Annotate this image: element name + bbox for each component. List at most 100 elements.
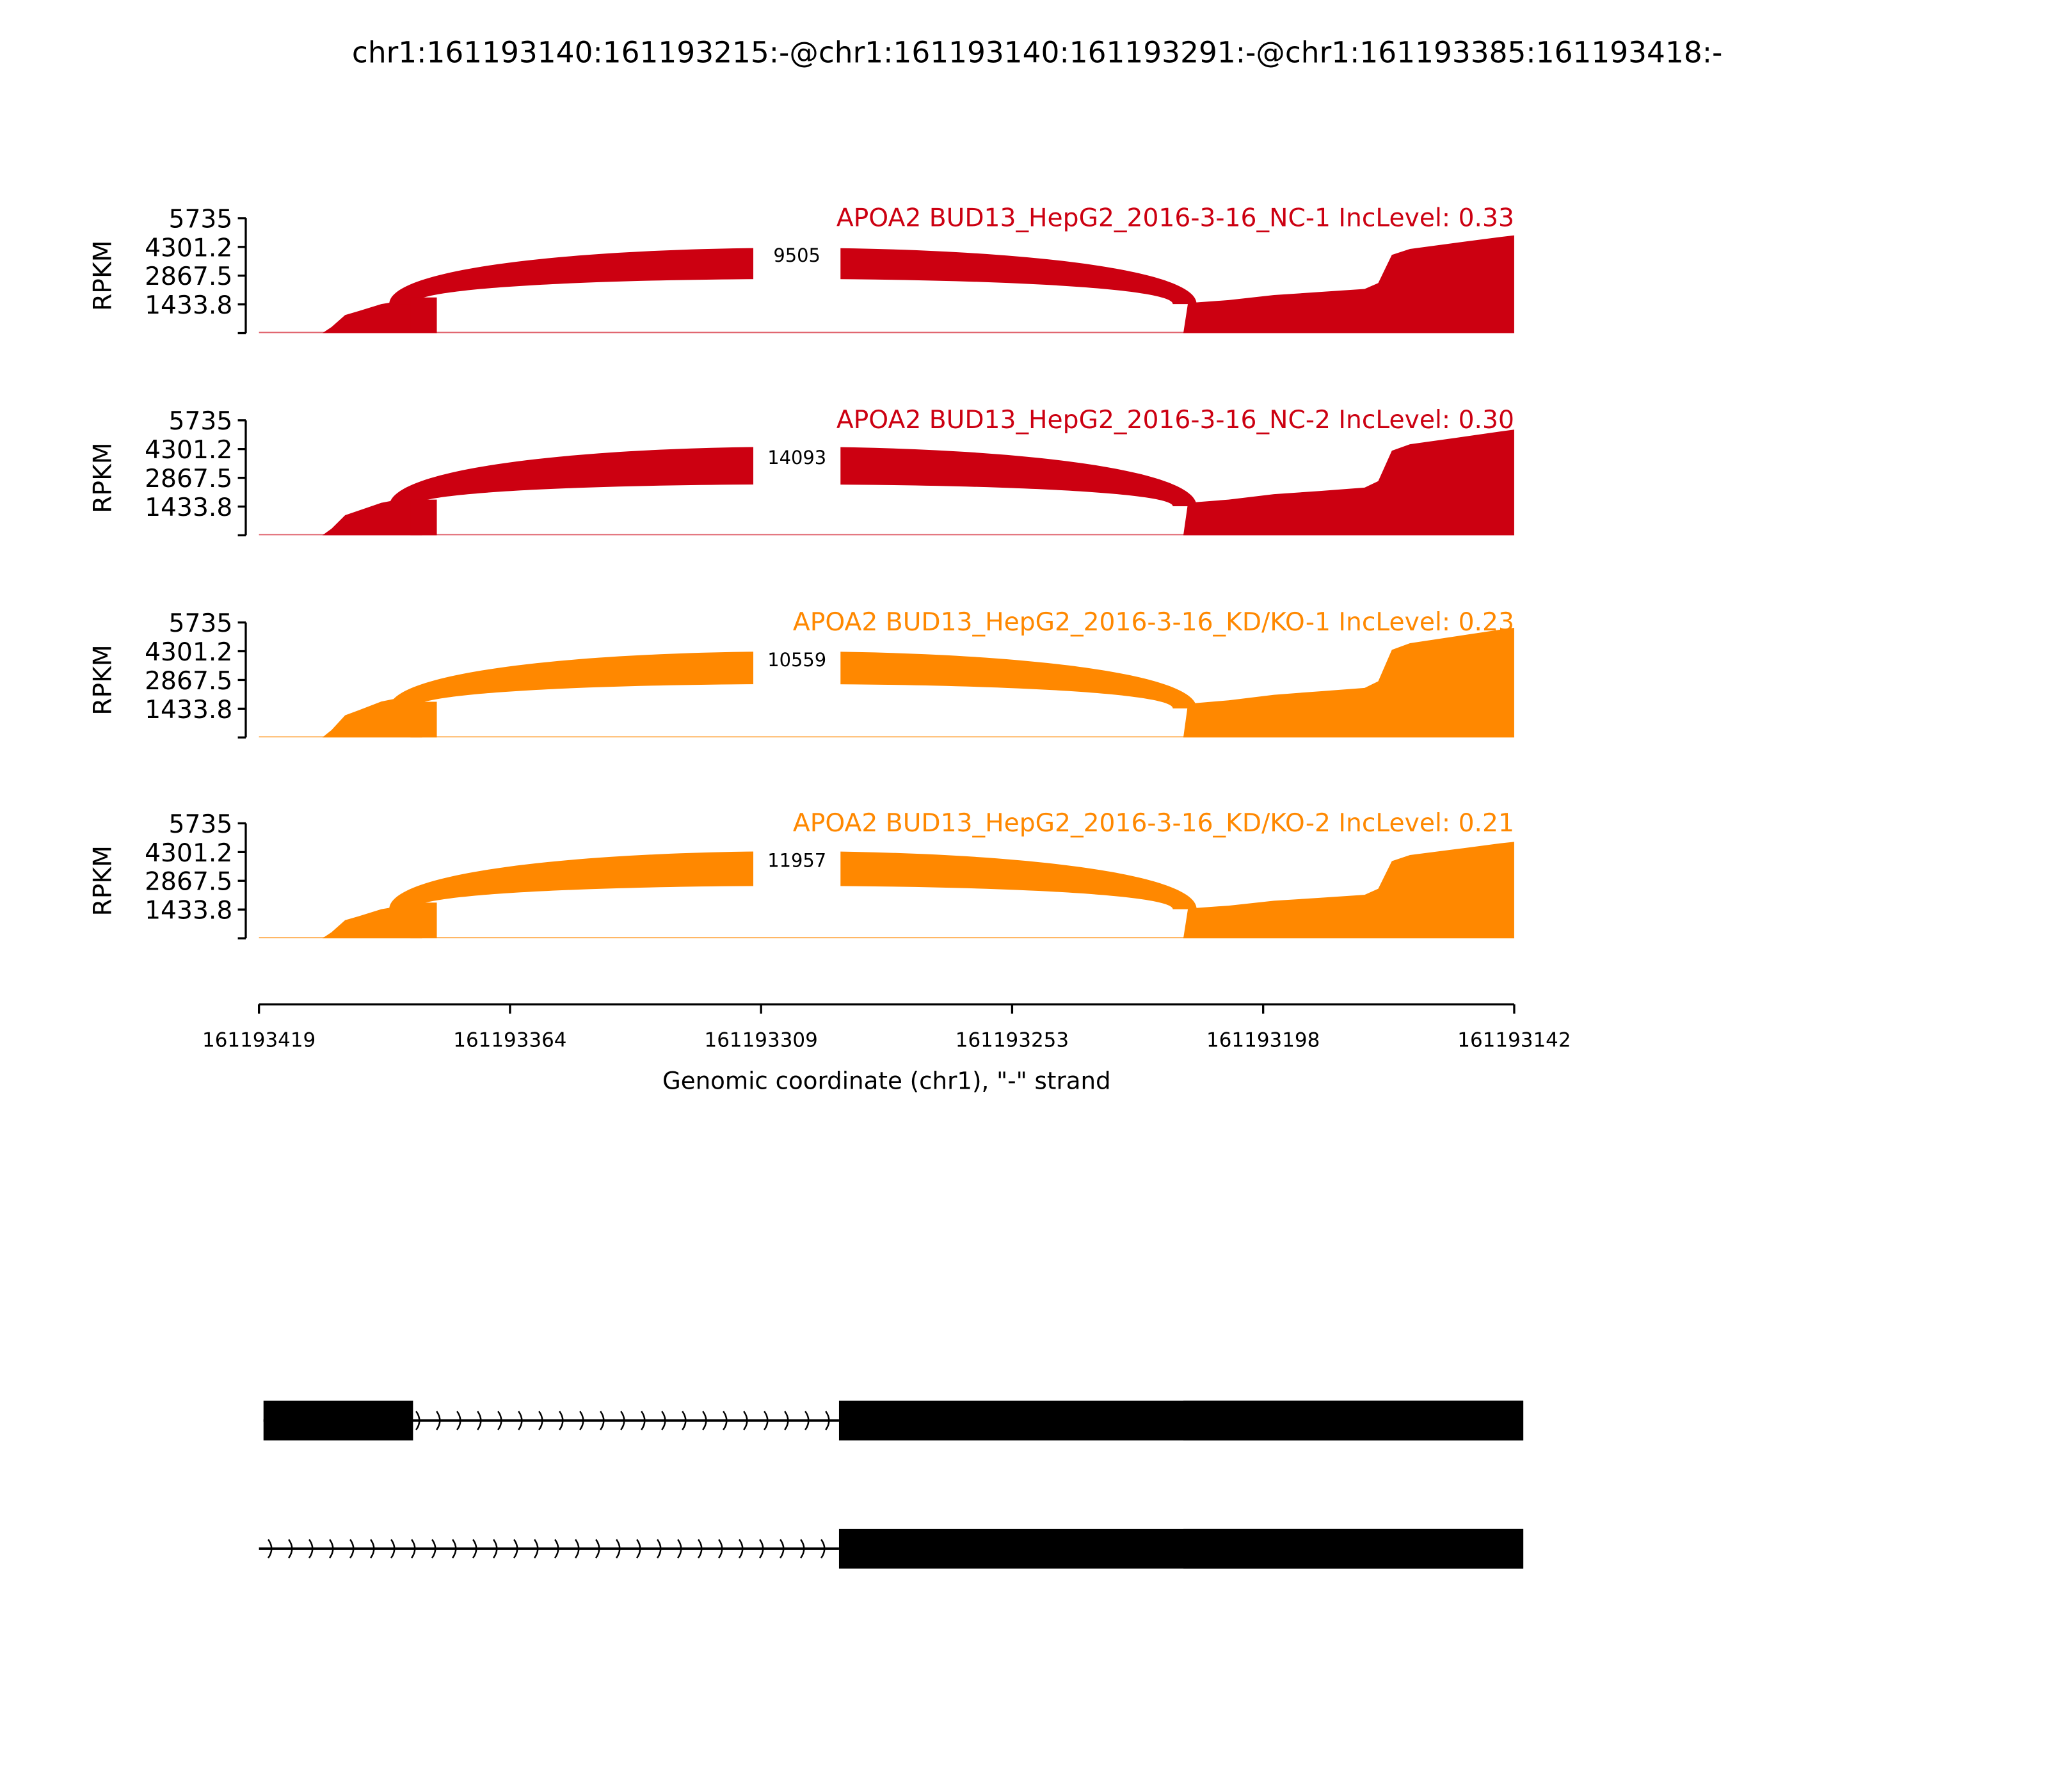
x-axis: 161193419 161193364 161193309 161193253 1611… <box>202 1003 1571 1052</box>
y-tick-label: 1433.8 <box>145 291 232 320</box>
strand-arrow-icon <box>641 1411 646 1430</box>
junction-anchor <box>410 499 437 536</box>
strand-arrow-icon <box>349 1539 355 1559</box>
transcript-1 <box>263 1400 1524 1441</box>
strand-arrow-icon <box>616 1539 621 1559</box>
junction-count: 14093 <box>767 447 826 468</box>
junction-anchor <box>410 902 437 939</box>
strand-arrow-icon <box>518 1411 523 1430</box>
y-tick-label: 5735 <box>169 407 233 436</box>
strand-arrow-icon <box>657 1539 662 1559</box>
strand-arrow-icon <box>702 1411 707 1430</box>
exon <box>263 1400 413 1441</box>
strand-arrow-icon <box>534 1539 539 1559</box>
coverage-area <box>259 235 1514 333</box>
sample-label: APOA2 BUD13_HepG2_2016-3-16_NC-2 IncLeve… <box>836 406 1514 435</box>
strand-arrow-icon <box>436 1411 441 1430</box>
y-axis-label: RPKM <box>88 845 117 916</box>
junction-count: 9505 <box>773 244 820 266</box>
y-axis-label: RPKM <box>88 442 117 513</box>
strand-arrow-icon <box>723 1411 728 1430</box>
junction-label-box <box>753 228 841 282</box>
strand-arrow-icon <box>288 1539 293 1559</box>
y-tick-label: 2867.5 <box>145 868 232 897</box>
y-tick-label: 4301.2 <box>145 436 232 465</box>
strand-arrow-icon <box>497 1411 502 1430</box>
junction-label-box <box>753 831 841 889</box>
y-tick-label: 1433.8 <box>145 493 232 522</box>
strand-arrow-icon <box>804 1411 810 1430</box>
y-tick-label: 1433.8 <box>145 696 232 724</box>
strand-arrow-icon <box>784 1411 789 1430</box>
sample-label: APOA2 BUD13_HepG2_2016-3-16_NC-1 IncLeve… <box>836 204 1514 232</box>
strand-arrow-icon <box>718 1539 723 1559</box>
strand-arrow-icon <box>308 1539 314 1559</box>
strand-arrow-icon <box>661 1411 666 1430</box>
x-tick-label: 161193364 <box>453 1028 566 1052</box>
coverage-area <box>259 842 1514 939</box>
strand-arrow-icon <box>759 1539 764 1559</box>
strand-arrow-icon <box>620 1411 625 1430</box>
y-tick-label: 2867.5 <box>145 465 232 493</box>
strand-arrow-icon <box>390 1539 396 1559</box>
strand-arrow-icon <box>698 1539 703 1559</box>
strand-arrow-icon <box>739 1539 744 1559</box>
sample-label: APOA2 BUD13_HepG2_2016-3-16_KD/KO-1 IncL… <box>793 608 1514 637</box>
y-tick-label: 4301.2 <box>145 839 232 868</box>
strand-arrow-icon <box>411 1539 416 1559</box>
strand-arrow-icon <box>370 1539 375 1559</box>
junction-anchor <box>410 297 437 333</box>
sample-label: APOA2 BUD13_HepG2_2016-3-16_KD/KO-2 IncL… <box>793 809 1514 838</box>
strand-arrow-icon <box>636 1539 641 1559</box>
transcript-2 <box>259 1528 1524 1569</box>
strand-arrow-icon <box>513 1539 518 1559</box>
strand-arrow-icon <box>575 1539 580 1559</box>
strand-arrow-icon <box>493 1539 498 1559</box>
strand-arrow-icon <box>559 1411 564 1430</box>
x-tick-label: 161193419 <box>202 1028 316 1052</box>
strand-arrow-icon <box>764 1411 769 1430</box>
x-tick-label: 161193253 <box>956 1028 1069 1052</box>
junction-label-box <box>753 427 841 488</box>
strand-arrow-icon <box>743 1411 748 1430</box>
strand-arrow-icon <box>329 1539 334 1559</box>
y-tick-label: 5735 <box>169 810 233 839</box>
junction-count: 10559 <box>767 649 826 671</box>
x-tick-label: 161193309 <box>705 1028 818 1052</box>
strand-arrow-icon <box>595 1539 600 1559</box>
y-tick-label: 5735 <box>169 609 233 638</box>
strand-arrow-icon <box>820 1539 826 1559</box>
strand-arrow-icon <box>431 1539 436 1559</box>
panel-3: 10559 APOA2 BUD13_HepG2_2016-3-16_KD/KO-1… <box>88 608 1514 739</box>
junction-anchor <box>410 701 437 738</box>
panel-4: 11957 APOA2 BUD13_HepG2_2016-3-16_KD/KO-2… <box>88 809 1514 940</box>
strand-arrow-icon <box>682 1411 687 1430</box>
strand-arrow-icon <box>268 1539 273 1559</box>
y-tick-label: 4301.2 <box>145 638 232 667</box>
x-tick-label: 161193198 <box>1206 1028 1320 1052</box>
strand-arrow-icon <box>472 1539 477 1559</box>
transcript-tracks <box>259 1400 1524 1569</box>
figure-title: chr1:161193140:161193215:-@chr1:16119314… <box>352 35 1723 69</box>
junction-label-box <box>753 632 841 687</box>
coverage-area <box>259 429 1514 536</box>
strand-arrow-icon <box>677 1539 682 1559</box>
strand-arrow-icon <box>825 1411 830 1430</box>
strand-arrow-icon <box>456 1411 461 1430</box>
x-axis-label: Genomic coordinate (chr1), "-" strand <box>662 1067 1111 1094</box>
y-axis-label: RPKM <box>88 644 117 715</box>
panel-1: 9505 APOA2 BUD13_HepG2_2016-3-16_NC-1 Inc… <box>88 204 1514 335</box>
y-tick-label: 4301.2 <box>145 234 232 262</box>
strand-arrow-icon <box>600 1411 605 1430</box>
strand-arrow-icon <box>415 1411 420 1430</box>
x-tick-label: 161193142 <box>1457 1028 1571 1052</box>
y-tick-label: 2867.5 <box>145 262 232 291</box>
y-tick-label: 2867.5 <box>145 667 232 696</box>
junction-count: 11957 <box>767 850 826 872</box>
strand-arrow-icon <box>477 1411 482 1430</box>
y-tick-label: 5735 <box>169 205 233 234</box>
y-tick-label: 1433.8 <box>145 897 232 925</box>
coverage-area <box>259 627 1514 738</box>
exon <box>1183 1528 1524 1569</box>
